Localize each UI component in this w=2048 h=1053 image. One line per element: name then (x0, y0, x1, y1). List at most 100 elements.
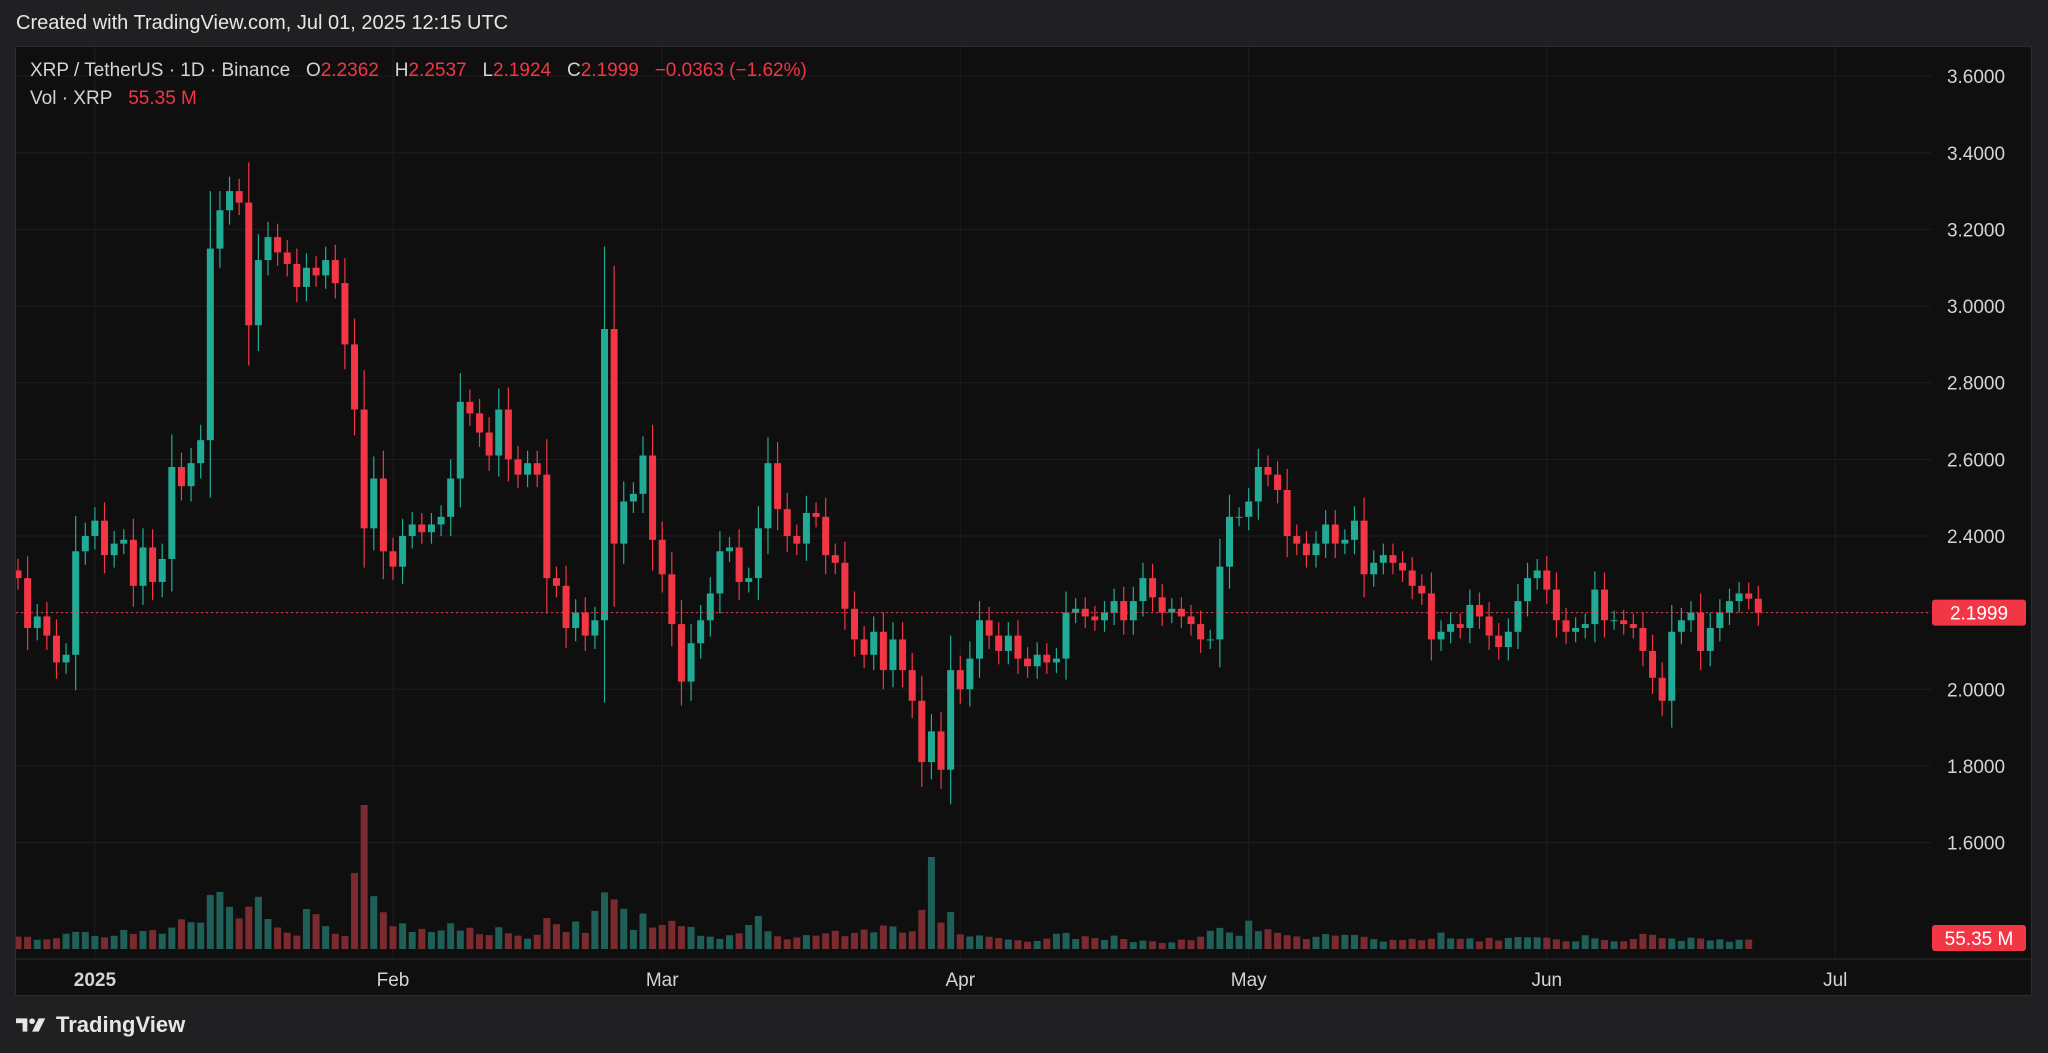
candle-body[interactable] (495, 409, 503, 456)
candle-body[interactable] (1668, 631, 1676, 701)
candle-body[interactable] (24, 578, 32, 628)
candle-body[interactable] (1264, 467, 1272, 475)
candle-body[interactable] (485, 432, 493, 456)
candle-body[interactable] (370, 478, 378, 529)
candle-body[interactable] (947, 670, 955, 770)
candle-body[interactable] (331, 260, 339, 284)
candle-body[interactable] (831, 555, 839, 563)
candle-body[interactable] (1110, 601, 1118, 613)
candle-body[interactable] (735, 547, 743, 582)
candle-body[interactable] (360, 409, 368, 529)
candle-body[interactable] (43, 616, 51, 636)
candle-body[interactable] (1716, 612, 1724, 628)
candle-body[interactable] (1754, 598, 1762, 613)
candle-body[interactable] (1100, 612, 1108, 621)
candle-body[interactable] (62, 654, 70, 663)
candle-body[interactable] (1322, 524, 1330, 544)
candle-body[interactable] (1552, 589, 1560, 621)
candle-body[interactable] (1399, 562, 1407, 571)
candle-body[interactable] (389, 551, 397, 567)
tradingview-logo[interactable]: TradingView (16, 1012, 185, 1038)
candle-body[interactable] (610, 329, 618, 544)
candle-body[interactable] (649, 455, 657, 540)
candle-body[interactable] (1408, 570, 1416, 586)
candle-body[interactable] (572, 612, 580, 628)
candle-body[interactable] (706, 593, 714, 621)
candle-body[interactable] (543, 474, 551, 579)
candle-body[interactable] (562, 585, 570, 628)
candle-body[interactable] (793, 535, 801, 544)
candle-body[interactable] (889, 639, 897, 671)
candle-body[interactable] (995, 635, 1003, 651)
candle-body[interactable] (1158, 597, 1166, 613)
candle-body[interactable] (149, 547, 157, 582)
candle-body[interactable] (841, 562, 849, 609)
candle-body[interactable] (802, 512, 810, 544)
candle-body[interactable] (1629, 624, 1637, 628)
candle-body[interactable] (677, 624, 685, 682)
candle-body[interactable] (379, 478, 387, 552)
candle-body[interactable] (341, 283, 349, 345)
candle-body[interactable] (81, 535, 89, 552)
candle-body[interactable] (1687, 612, 1695, 621)
candle-body[interactable] (197, 440, 205, 464)
candle-body[interactable] (870, 631, 878, 655)
candle-body[interactable] (302, 267, 310, 287)
candle-body[interactable] (1456, 624, 1464, 628)
candle-body[interactable] (187, 463, 195, 487)
candle-body[interactable] (601, 329, 609, 621)
candle-body[interactable] (918, 700, 926, 763)
candle-body[interactable] (1581, 624, 1589, 628)
candle-body[interactable] (16, 570, 22, 579)
candle-body[interactable] (177, 467, 185, 487)
candle-body[interactable] (726, 547, 734, 552)
candle-body[interactable] (447, 478, 455, 517)
candle-body[interactable] (216, 210, 224, 249)
candle-body[interactable] (283, 252, 291, 264)
candle-body[interactable] (52, 635, 60, 663)
candle-body[interactable] (322, 260, 330, 276)
candle-body[interactable] (264, 237, 272, 261)
candle-body[interactable] (101, 520, 109, 556)
candle-body[interactable] (812, 512, 820, 517)
candle-body[interactable] (1533, 570, 1541, 579)
candle-body[interactable] (908, 670, 916, 701)
candle-body[interactable] (427, 524, 435, 533)
candle-body[interactable] (1081, 608, 1089, 617)
candle-body[interactable] (437, 516, 445, 525)
candle-body[interactable] (1600, 589, 1608, 621)
candle-body[interactable] (927, 731, 935, 763)
candle-body[interactable] (1206, 639, 1214, 641)
candle-body[interactable] (524, 463, 532, 475)
candle-body[interactable] (851, 608, 859, 640)
candle-body[interactable] (1735, 593, 1743, 602)
candle-body[interactable] (1514, 601, 1522, 632)
candle-body[interactable] (399, 535, 407, 567)
candle-body[interactable] (33, 616, 41, 628)
candle-body[interactable] (1677, 620, 1685, 632)
candle-body[interactable] (937, 731, 945, 770)
candle-body[interactable] (860, 639, 868, 655)
candle-body[interactable] (110, 543, 118, 556)
candle-body[interactable] (1350, 520, 1358, 540)
candle-body[interactable] (158, 558, 166, 582)
candle-body[interactable] (783, 509, 791, 536)
candle-body[interactable] (1293, 535, 1301, 544)
candle-body[interactable] (293, 263, 301, 287)
candle-body[interactable] (245, 202, 253, 326)
candle-body[interactable] (1572, 627, 1580, 632)
candle-body[interactable] (687, 643, 695, 682)
candle-body[interactable] (985, 620, 993, 636)
candle-body[interactable] (581, 612, 589, 636)
candle-body[interactable] (1610, 620, 1618, 622)
candle-body[interactable] (1004, 635, 1012, 651)
candle-body[interactable] (1485, 616, 1493, 636)
candle-body[interactable] (476, 413, 484, 433)
candle-body[interactable] (1139, 578, 1147, 602)
candle-body[interactable] (504, 409, 512, 460)
candle-body[interactable] (533, 463, 541, 475)
candle-body[interactable] (1014, 635, 1022, 659)
candle-body[interactable] (1245, 501, 1253, 517)
candle-body[interactable] (1331, 524, 1339, 544)
candle-body[interactable] (745, 578, 753, 582)
